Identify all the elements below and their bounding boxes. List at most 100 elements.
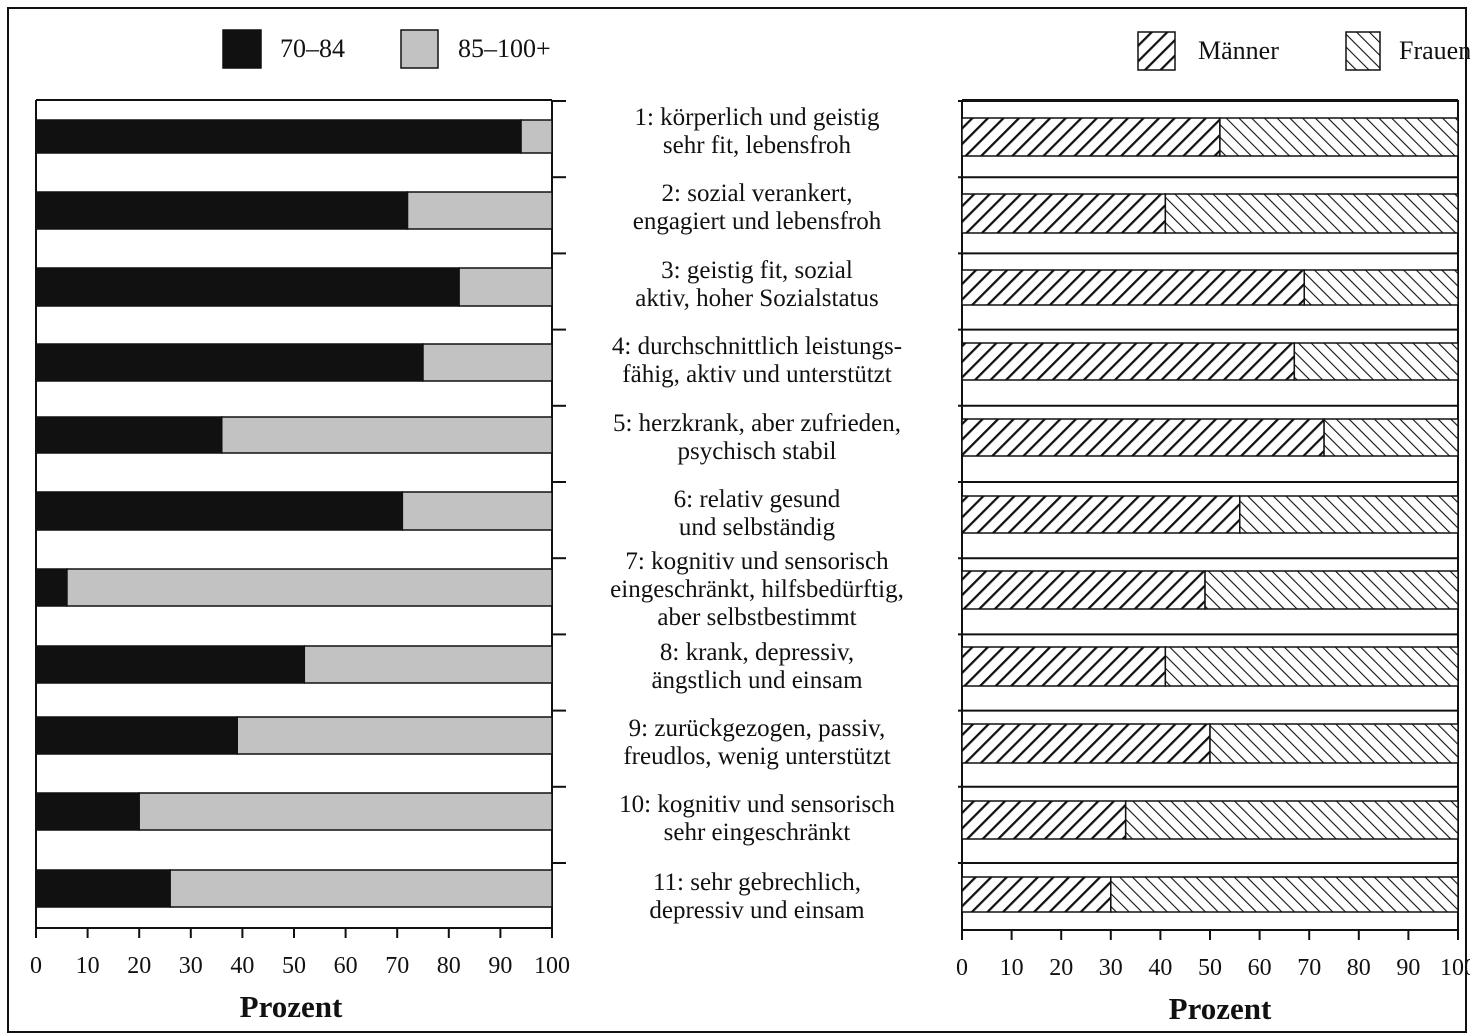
category-label-line: eingeschränkt, hilfsbedürftig, bbox=[610, 576, 904, 603]
category-label-line: freudlos, wenig unterstützt bbox=[623, 743, 890, 770]
bar-first-series bbox=[35, 645, 306, 684]
bar-second-series bbox=[1204, 570, 1459, 610]
legend-label: Frauen bbox=[1399, 36, 1470, 65]
category-label-line: 7: kognitiv und sensorisch bbox=[625, 548, 889, 575]
bar-second-series bbox=[169, 869, 553, 908]
category-label-line: und selbständig bbox=[679, 514, 836, 541]
bar-first-series bbox=[35, 191, 409, 230]
x-tick-label: 40 bbox=[1148, 955, 1172, 981]
bar-second-series bbox=[520, 119, 553, 154]
legend-swatch bbox=[1345, 31, 1381, 71]
bar-first-series bbox=[961, 800, 1127, 840]
bar-first-series bbox=[35, 267, 460, 307]
figure-border bbox=[7, 7, 1467, 1033]
bar-first-series bbox=[35, 869, 171, 908]
x-tick-label: 30 bbox=[1099, 955, 1123, 981]
category-label-line: 6: relativ gesund bbox=[674, 486, 841, 513]
category-label-line: sehr fit, lebensfroh bbox=[663, 132, 852, 159]
bar-second-series bbox=[1293, 342, 1459, 381]
bar-first-series bbox=[961, 876, 1112, 913]
bar-second-series bbox=[422, 343, 553, 382]
bar-second-series bbox=[236, 716, 553, 755]
age-group-chart: 0 10 20 30 40 50 60 70 80 90 100 Prozent 70–84 85–100… bbox=[30, 29, 570, 1024]
category-label-line: 1: körperlich und geistig bbox=[634, 104, 880, 131]
category-label-line: sehr eingeschränkt bbox=[664, 819, 851, 846]
gender-chart: 0 10 20 30 40 50 60 70 80 90 100 Prozent Männer Fraue… bbox=[956, 31, 1470, 1026]
bar-second-series bbox=[138, 792, 553, 831]
x-tick-label: 50 bbox=[282, 953, 306, 979]
x-tick-label: 40 bbox=[230, 953, 254, 979]
legend-swatch bbox=[222, 29, 262, 69]
bar-second-series bbox=[458, 267, 553, 307]
bar-second-series bbox=[1124, 800, 1459, 840]
bar-first-series bbox=[961, 342, 1296, 381]
bar-second-series bbox=[221, 416, 553, 454]
x-tick-label: 30 bbox=[179, 953, 203, 979]
x-tick-label: 20 bbox=[1049, 955, 1073, 981]
category-label-line: ängstlich und einsam bbox=[651, 667, 863, 694]
x-tick-label: 100 bbox=[1440, 955, 1470, 981]
legend-swatch bbox=[400, 29, 439, 69]
x-tick-label: 50 bbox=[1198, 955, 1222, 981]
category-label-line: 9: zurückgezogen, passiv, bbox=[629, 715, 886, 742]
bar-first-series bbox=[961, 570, 1206, 610]
legend-label: 85–100+ bbox=[458, 34, 551, 63]
bar-second-series bbox=[1164, 646, 1459, 687]
x-tick-label: 90 bbox=[488, 953, 512, 979]
category-label-line: fähig, aktiv und unterstützt bbox=[622, 361, 891, 388]
x-tick-label: 80 bbox=[437, 953, 461, 979]
bar-first-series bbox=[961, 723, 1211, 764]
bar-first-series bbox=[35, 792, 140, 831]
bar-first-series bbox=[35, 568, 68, 607]
x-tick-label: 60 bbox=[1248, 955, 1272, 981]
bar-first-series bbox=[961, 418, 1325, 457]
x-tick-label: 10 bbox=[1000, 955, 1024, 981]
bar-first-series bbox=[35, 119, 522, 154]
category-label-line: aber selbstbestimmt bbox=[657, 604, 856, 631]
bar-second-series bbox=[1209, 723, 1459, 764]
category-label-line: 2: sozial verankert, bbox=[662, 180, 853, 207]
bar-second-series bbox=[1323, 418, 1459, 457]
x-tick-label: 0 bbox=[30, 953, 42, 979]
x-tick-label: 0 bbox=[956, 955, 968, 981]
x-tick-label: 60 bbox=[334, 953, 358, 979]
bar-first-series bbox=[961, 495, 1241, 534]
category-label-line: 4: durchschnittlich leistungs- bbox=[612, 333, 902, 360]
x-tick-label: 100 bbox=[534, 953, 570, 979]
category-label-line: psychisch stabil bbox=[677, 438, 836, 465]
category-label-line: 3: geistig fit, sozial bbox=[661, 257, 853, 284]
bar-first-series bbox=[961, 646, 1167, 687]
x-tick-label: 70 bbox=[385, 953, 409, 979]
x-tick-label: 90 bbox=[1396, 955, 1420, 981]
bar-first-series bbox=[35, 416, 223, 454]
bar-second-series bbox=[1239, 495, 1459, 534]
category-label-line: 8: krank, depressiv, bbox=[660, 639, 854, 666]
x-axis-title: Prozent bbox=[1169, 991, 1272, 1026]
category-label-line: 5: herzkrank, aber zufrieden, bbox=[613, 410, 901, 437]
bar-second-series bbox=[66, 568, 553, 607]
category-label-line: engagiert und lebensfroh bbox=[633, 208, 882, 235]
legend-label: Männer bbox=[1198, 36, 1279, 65]
category-label-line: 11: sehr gebrechlich, bbox=[653, 869, 861, 896]
bar-second-series bbox=[1110, 876, 1459, 913]
bar-first-series bbox=[35, 343, 424, 382]
bar-second-series bbox=[406, 191, 553, 230]
bar-first-series bbox=[961, 193, 1167, 234]
bar-second-series bbox=[1303, 269, 1459, 306]
bar-second-series bbox=[1164, 193, 1459, 234]
x-tick-label: 20 bbox=[127, 953, 151, 979]
x-axis-title: Prozent bbox=[240, 989, 343, 1024]
bar-second-series bbox=[303, 645, 553, 684]
x-tick-label: 70 bbox=[1297, 955, 1321, 981]
bar-first-series bbox=[35, 491, 404, 531]
legend-label: 70–84 bbox=[280, 34, 345, 63]
bar-first-series bbox=[961, 117, 1221, 157]
bar-second-series bbox=[401, 491, 553, 531]
legend-swatch bbox=[1137, 31, 1176, 71]
bar-first-series bbox=[961, 269, 1305, 306]
category-label-line: 10: kognitiv und sensorisch bbox=[619, 791, 895, 818]
bar-first-series bbox=[35, 716, 238, 755]
